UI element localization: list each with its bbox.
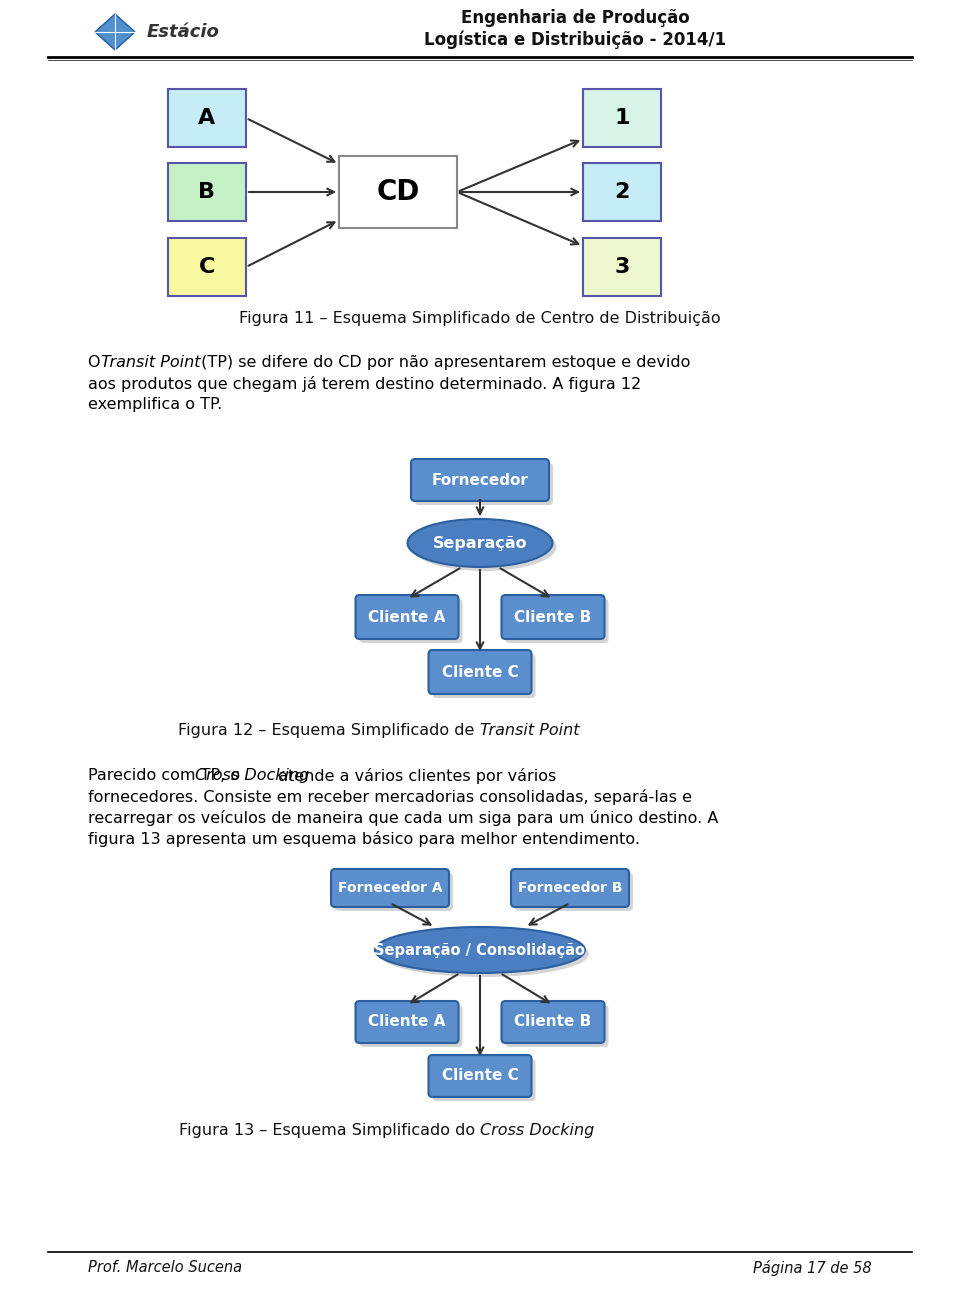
Text: O: O: [88, 355, 106, 370]
Text: Separação: Separação: [433, 535, 527, 551]
Text: Transit Point: Transit Point: [480, 722, 580, 738]
Text: Prof. Marcelo Sucena: Prof. Marcelo Sucena: [88, 1260, 242, 1276]
FancyBboxPatch shape: [335, 873, 453, 911]
Text: Cross Docking: Cross Docking: [480, 1122, 594, 1138]
Text: Cliente B: Cliente B: [515, 1015, 591, 1030]
Text: Cliente C: Cliente C: [442, 665, 518, 679]
FancyBboxPatch shape: [355, 1002, 459, 1043]
FancyBboxPatch shape: [501, 595, 605, 639]
FancyBboxPatch shape: [359, 599, 463, 643]
Text: Transit Point: Transit Point: [101, 355, 201, 370]
Text: exemplifica o TP.: exemplifica o TP.: [88, 397, 223, 412]
Text: Separação / Consolidação: Separação / Consolidação: [374, 943, 586, 957]
Text: Parecido com TP, o: Parecido com TP, o: [88, 768, 245, 783]
Ellipse shape: [412, 523, 557, 572]
FancyBboxPatch shape: [339, 156, 457, 229]
Text: Fornecedor: Fornecedor: [432, 473, 528, 487]
Text: recarregar os veículos de maneira que cada um siga para um único destino. A: recarregar os veículos de maneira que ca…: [88, 811, 718, 826]
Text: Fornecedor A: Fornecedor A: [338, 881, 443, 895]
Text: fornecedores. Consiste em receber mercadorias consolidadas, separá-las e: fornecedores. Consiste em receber mercad…: [88, 788, 692, 805]
Text: atende a vários clientes por vários: atende a vários clientes por vários: [273, 768, 556, 785]
Text: Cross Docking: Cross Docking: [195, 768, 309, 783]
FancyBboxPatch shape: [583, 238, 661, 296]
Ellipse shape: [375, 927, 585, 973]
Text: Figura 13 – Esquema Simplificado do: Figura 13 – Esquema Simplificado do: [179, 1122, 480, 1138]
Text: Cliente B: Cliente B: [515, 609, 591, 625]
FancyBboxPatch shape: [506, 1005, 609, 1047]
FancyBboxPatch shape: [433, 1059, 536, 1102]
FancyBboxPatch shape: [168, 90, 246, 147]
Text: C: C: [199, 257, 215, 277]
Text: 3: 3: [614, 257, 630, 277]
Text: aos produtos que chegam já terem destino determinado. A figura 12: aos produtos que chegam já terem destino…: [88, 375, 641, 392]
Text: Estácio: Estácio: [147, 23, 220, 42]
FancyBboxPatch shape: [411, 459, 549, 501]
FancyBboxPatch shape: [433, 653, 536, 698]
Text: (TP) se difere do CD por não apresentarem estoque e devido: (TP) se difere do CD por não apresentare…: [196, 355, 690, 370]
FancyBboxPatch shape: [355, 595, 459, 639]
Text: Logística e Distribuição - 2014/1: Logística e Distribuição - 2014/1: [424, 31, 726, 49]
Text: A: A: [199, 108, 216, 129]
FancyBboxPatch shape: [583, 162, 661, 221]
Ellipse shape: [379, 931, 589, 977]
Text: Figura 11 – Esquema Simplificado de Centro de Distribuição: Figura 11 – Esquema Simplificado de Cent…: [239, 310, 721, 326]
Text: 1: 1: [614, 108, 630, 129]
Polygon shape: [95, 14, 135, 49]
Text: 2: 2: [614, 182, 630, 203]
Text: Fornecedor B: Fornecedor B: [517, 881, 622, 895]
Text: CD: CD: [376, 178, 420, 207]
FancyBboxPatch shape: [415, 462, 553, 505]
Text: Figura 12 – Esquema Simplificado de: Figura 12 – Esquema Simplificado de: [179, 722, 480, 738]
Text: Figura 12 – Esquema Simplificado de Transit Point: Figura 12 – Esquema Simplificado de Tran…: [280, 722, 680, 738]
FancyBboxPatch shape: [515, 873, 633, 911]
Text: figura 13 apresenta um esquema básico para melhor entendimento.: figura 13 apresenta um esquema básico pa…: [88, 831, 640, 847]
Text: Página 17 de 58: Página 17 de 58: [754, 1260, 872, 1276]
FancyBboxPatch shape: [583, 90, 661, 147]
FancyBboxPatch shape: [501, 1002, 605, 1043]
FancyBboxPatch shape: [359, 1005, 463, 1047]
FancyBboxPatch shape: [506, 599, 609, 643]
Text: Cliente C: Cliente C: [442, 1069, 518, 1083]
FancyBboxPatch shape: [168, 238, 246, 296]
Text: Cliente A: Cliente A: [369, 609, 445, 625]
Text: B: B: [199, 182, 215, 203]
Text: Engenharia de Produção: Engenharia de Produção: [461, 9, 689, 27]
FancyBboxPatch shape: [331, 869, 449, 907]
FancyBboxPatch shape: [428, 650, 532, 694]
FancyBboxPatch shape: [511, 869, 629, 907]
FancyBboxPatch shape: [168, 162, 246, 221]
Text: Cliente A: Cliente A: [369, 1015, 445, 1030]
FancyBboxPatch shape: [428, 1055, 532, 1096]
Ellipse shape: [407, 520, 553, 566]
